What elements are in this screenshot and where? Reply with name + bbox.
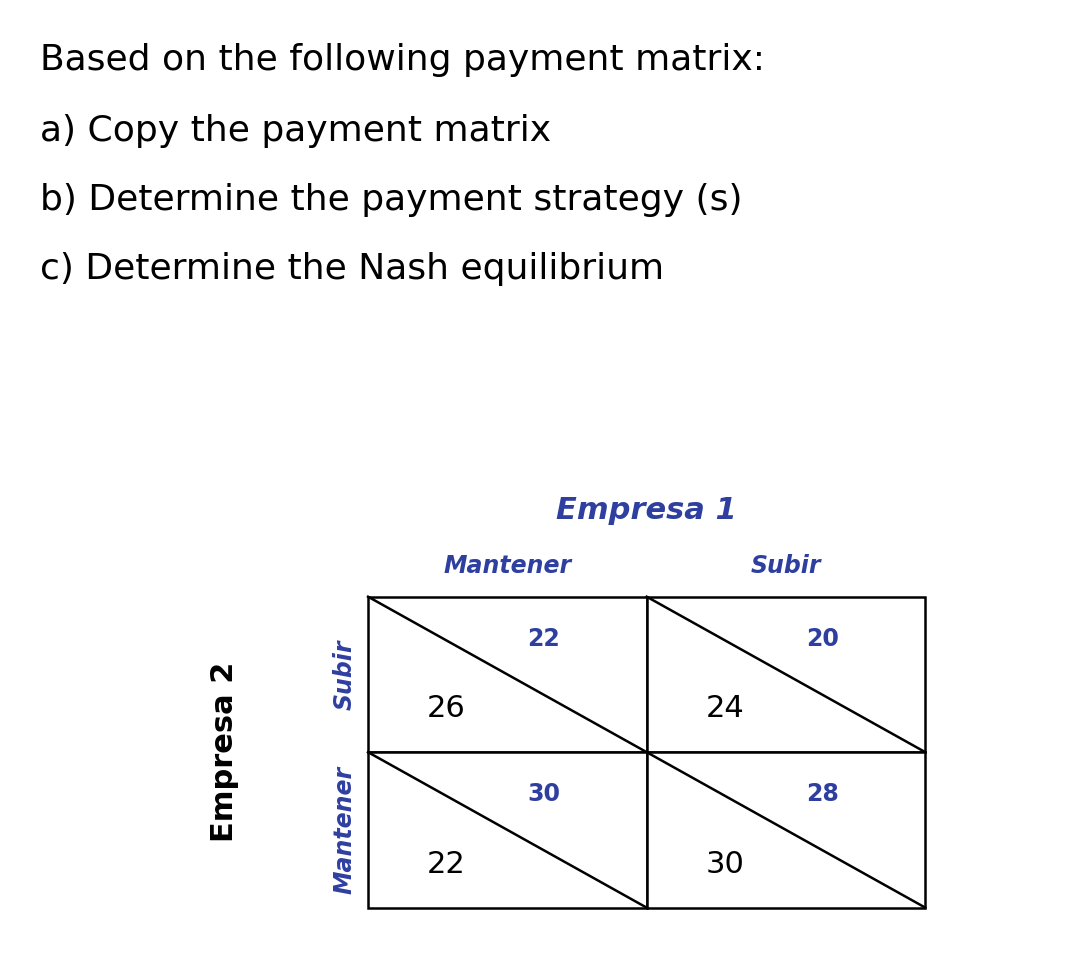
Text: 22: 22 [527,627,561,651]
Text: Subir: Subir [751,555,821,578]
Bar [647,752,926,908]
Text: Subir: Subir [333,639,356,710]
Text: 26: 26 [427,694,465,723]
Bar [368,597,647,752]
Text: 24: 24 [705,694,744,723]
Text: 28: 28 [806,782,839,806]
Text: 20: 20 [806,627,839,651]
Text: Empresa 2: Empresa 2 [210,662,239,843]
Text: Based on the following payment matrix:: Based on the following payment matrix: [40,43,765,77]
Text: 30: 30 [527,782,561,806]
Text: 30: 30 [705,849,744,878]
Bar [647,597,926,752]
Text: 22: 22 [427,849,465,878]
Text: b) Determine the payment strategy (s): b) Determine the payment strategy (s) [40,183,742,217]
Bar [368,752,647,908]
Text: Mantener: Mantener [333,766,356,894]
Text: c) Determine the Nash equilibrium: c) Determine the Nash equilibrium [40,252,664,286]
Text: a) Copy the payment matrix: a) Copy the payment matrix [40,114,551,147]
Text: Empresa 1: Empresa 1 [556,496,737,525]
Text: Mantener: Mantener [443,555,571,578]
